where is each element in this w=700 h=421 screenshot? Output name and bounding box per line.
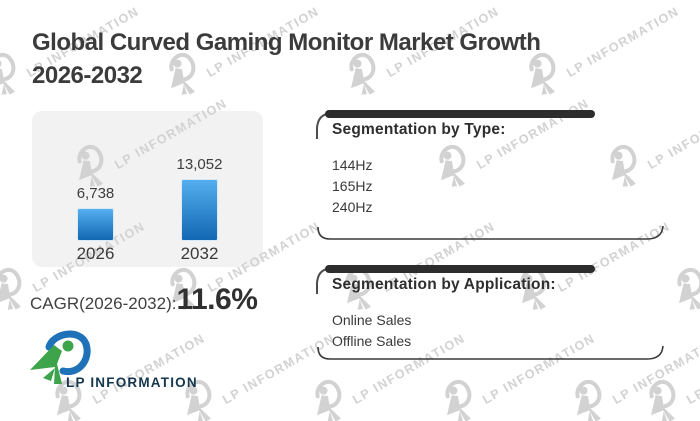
segmentation-application-title: Segmentation by Application: [332,276,556,293]
segmentation-type-list: 144Hz 165Hz 240Hz [332,155,372,218]
bar-value-label: 6,738 [76,185,115,202]
chart-card-background [32,111,263,267]
page-title-line1: Global Curved Gaming Monitor Market Grow… [32,29,541,56]
watermark-text: LP INFORMATION [564,4,682,80]
segmentation-application-item: Online Sales [332,312,412,328]
bar [182,180,217,240]
cagr-label: CAGR(2026-2032): [30,294,177,313]
watermark-text: LP INFORMATION [684,331,700,407]
lp-information-watermark: LP INFORMATION [515,0,682,103]
lp-information-logo: LP INFORMATION [28,330,248,396]
cagr-row: CAGR(2026-2032): 11.6% [30,283,258,317]
segmentation-application-item: Offline Sales [332,333,412,349]
segmentation-type-title: Segmentation by Type: [332,121,506,138]
segmentation-application-border [316,265,664,360]
bar-group-2026: 6,738 2026 [51,111,141,267]
lp-information-watermark: LP INFORMATION [663,196,700,318]
bar-group-2032: 13,052 2032 [155,111,245,267]
bar-value-label: 13,052 [176,156,223,173]
lp-information-logo-icon [30,330,91,384]
page-title: Global Curved Gaming Monitor Market Grow… [32,26,541,92]
cagr-value: 11.6% [176,283,258,316]
bar [78,209,113,240]
segmentation-type-card: Segmentation by Type: 144Hz 165Hz 240Hz [313,108,668,242]
segmentation-type-item: 165Hz [332,178,373,194]
segmentation-type-item: 144Hz [332,157,373,173]
bar-chart: 6,738 2026 13,052 2032 [32,111,263,267]
page-title-line2: 2026-2032 [32,62,143,89]
segmentation-application-list: Online Sales Offline Sales [332,310,411,352]
lp-information-logo-text: LP INFORMATION [66,375,198,390]
bar-category-label: 2026 [76,243,115,263]
bar-category-label: 2032 [180,243,219,263]
segmentation-type-border [316,110,664,240]
segmentation-application-card: Segmentation by Application: Online Sale… [313,263,668,362]
segmentation-type-item: 240Hz [332,199,373,215]
